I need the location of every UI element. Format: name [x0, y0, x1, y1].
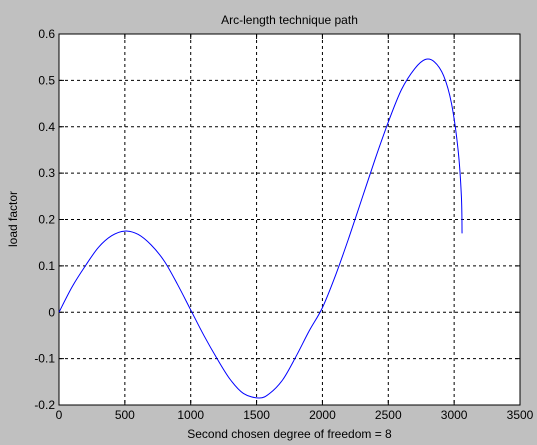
chart-title: Arc-length technique path: [221, 13, 358, 27]
x-tick-label: 2500: [375, 408, 402, 422]
axis-ticks: [58, 33, 521, 406]
x-tick-label: 0: [56, 408, 63, 422]
y-tick-label: 0.3: [38, 166, 55, 180]
x-axis-tick-labels: 0 500 1000 1500 2000 2500 3000 3500: [56, 408, 534, 422]
y-tick-label: 0.6: [38, 27, 55, 41]
x-tick-label: 2000: [309, 408, 336, 422]
y-tick-label: 0: [48, 305, 55, 319]
y-tick-label: -0.2: [34, 398, 55, 412]
y-axis-tick-labels: -0.2 -0.1 0 0.1 0.2 0.3 0.4 0.5 0.6: [34, 27, 55, 412]
y-tick-label: 0.4: [38, 120, 55, 134]
x-axis-label: Second chosen degree of freedom = 8: [187, 427, 392, 441]
y-axis-label: load factor: [6, 191, 20, 247]
grid: [59, 34, 520, 405]
x-tick-label: 500: [115, 408, 135, 422]
series-line: [58, 58, 463, 399]
x-tick-label: 3500: [507, 408, 534, 422]
y-tick-label: -0.1: [34, 352, 55, 366]
y-tick-label: 0.2: [38, 213, 55, 227]
y-tick-label: 0.1: [38, 259, 55, 273]
y-tick-label: 0.5: [38, 73, 55, 87]
x-tick-label: 1500: [243, 408, 270, 422]
x-tick-label: 3000: [441, 408, 468, 422]
x-tick-label: 1000: [177, 408, 204, 422]
